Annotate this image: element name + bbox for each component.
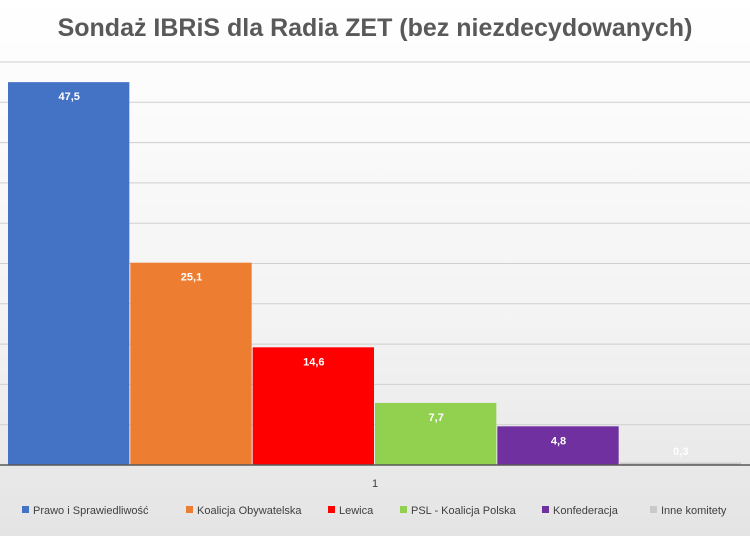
legend-item: Koalicja Obywatelska <box>186 505 302 517</box>
legend-item: Inne komitety <box>650 505 727 517</box>
data-label: 14,6 <box>303 356 324 368</box>
legend-item: PSL - Koalicja Polska <box>400 505 517 517</box>
x-tick-label: 1 <box>372 478 378 490</box>
data-labels: 47,5 25,1 14,6 7,7 4,8 0,3 <box>58 91 688 458</box>
chart-title: Sondaż IBRiS dla Radia ZET (bez niezdecy… <box>58 14 693 42</box>
bar <box>130 262 252 465</box>
legend-swatch <box>542 506 549 513</box>
legend-item: Lewica <box>328 505 374 517</box>
bars <box>8 82 741 466</box>
legend-item: Prawo i Sprawiedliwość <box>22 505 149 517</box>
data-label: 4,8 <box>551 435 566 447</box>
legend-swatch <box>400 506 407 513</box>
legend-swatch <box>22 506 29 513</box>
legend-swatch <box>328 506 335 513</box>
legend-swatch <box>186 506 193 513</box>
legend-swatch <box>650 506 657 513</box>
legend-label: Lewica <box>339 505 374 517</box>
legend-label: Koalicja Obywatelska <box>197 505 302 517</box>
legend-label: Konfederacja <box>553 505 619 517</box>
legend-label: Prawo i Sprawiedliwość <box>33 505 149 517</box>
legend-item: Konfederacja <box>542 505 619 517</box>
data-label: 7,7 <box>429 412 444 424</box>
legend-label: PSL - Koalicja Polska <box>411 505 517 517</box>
legend: Prawo i Sprawiedliwość Koalicja Obywatels… <box>22 505 727 517</box>
data-label: 0,3 <box>673 446 688 458</box>
bar <box>375 402 497 465</box>
bar <box>252 347 374 465</box>
bar <box>8 82 130 466</box>
data-label: 25,1 <box>181 272 202 284</box>
legend-label: Inne komitety <box>661 505 727 517</box>
bar <box>619 462 741 465</box>
bar <box>497 426 619 465</box>
data-label: 47,5 <box>58 91 79 103</box>
